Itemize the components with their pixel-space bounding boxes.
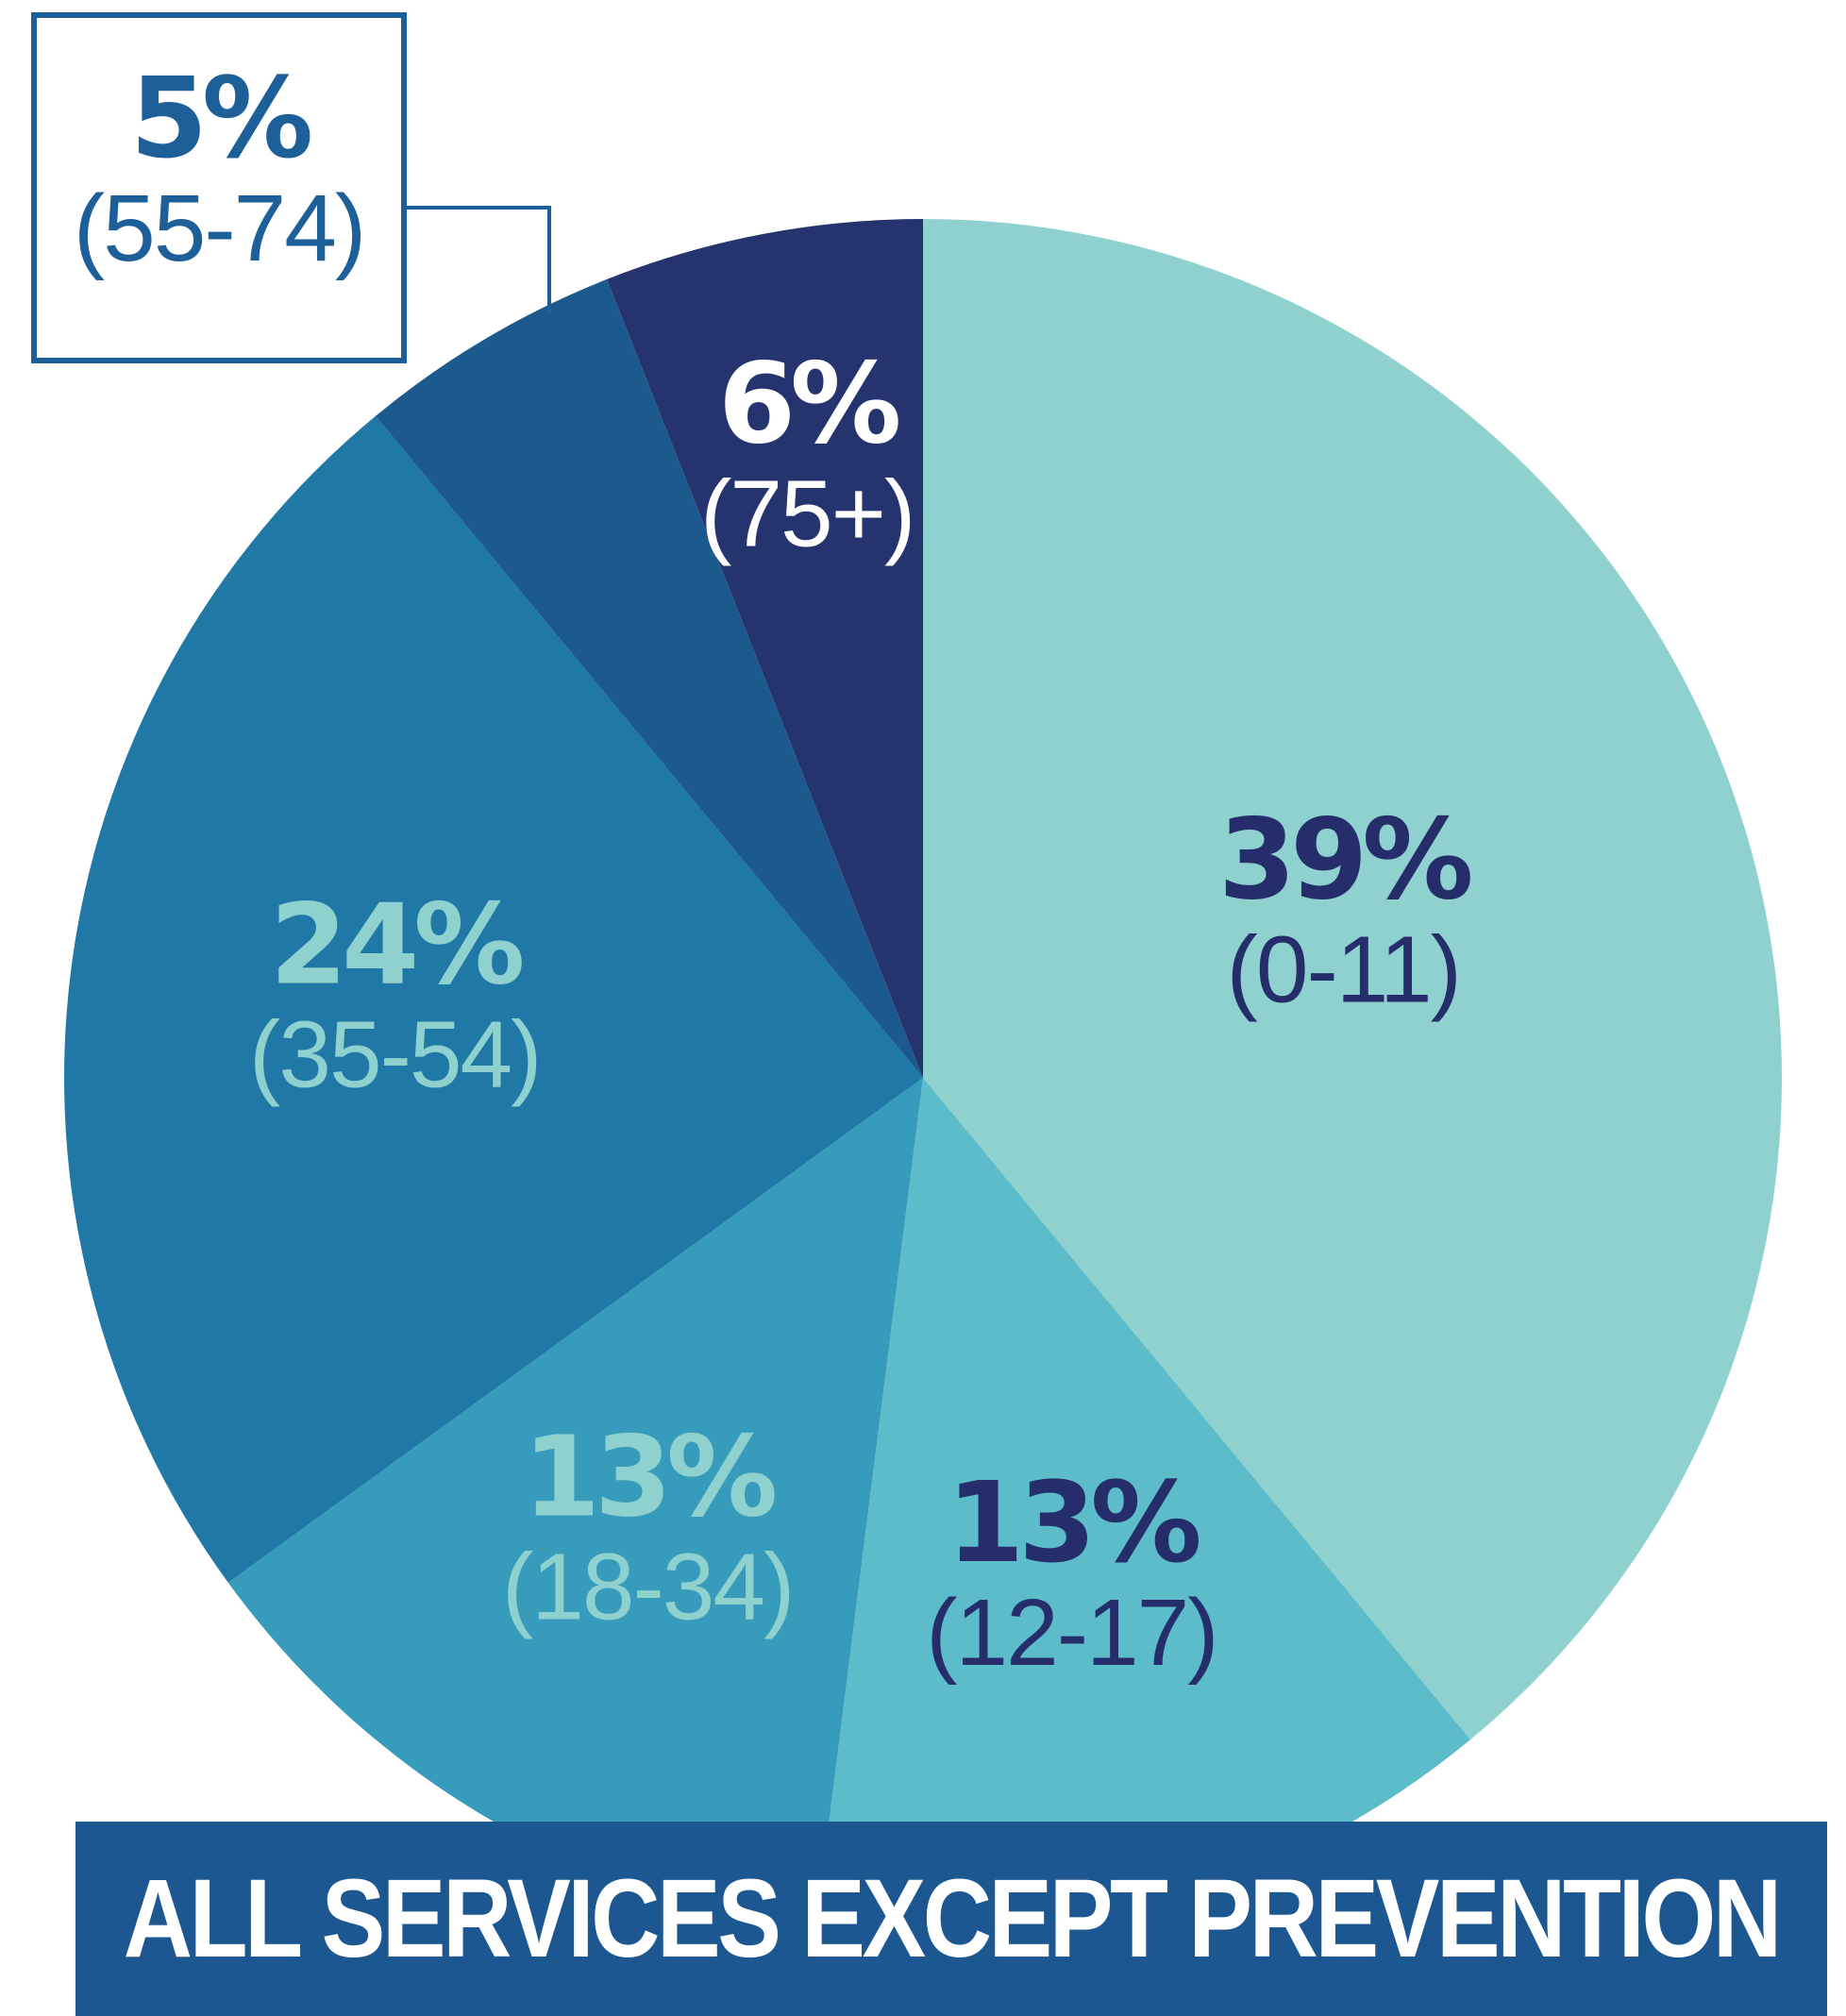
pie-slice-12-17: [814, 1078, 1471, 1937]
pie-slice-55-74: [375, 278, 923, 1078]
slice-category-label-55-74: (55-74): [74, 176, 364, 281]
pie-slice-35-54: [64, 415, 924, 1583]
callout-box-55-74: [31, 12, 407, 363]
slice-category-label-12-17: (12-17): [926, 1580, 1217, 1686]
slice-percent-label-18-34: 13%: [523, 1411, 775, 1541]
slice-percent-label-75: 6%: [718, 338, 898, 468]
slice-category-label-35-54: (35-54): [249, 1001, 540, 1107]
slice-category-label-0-11: (0-11): [1227, 917, 1460, 1023]
slice-category-label-18-34: (18-34): [502, 1534, 793, 1639]
slice-percent-label-12-17: 13%: [947, 1457, 1199, 1588]
pie-slice-0-11: [923, 219, 1782, 1740]
slice-category-label-75: (75+): [700, 461, 914, 566]
slice-percent-label-35-54: 24%: [270, 879, 522, 1009]
pie-slice-18-34: [227, 1078, 923, 1930]
slice-percent-label-0-11: 39%: [1218, 795, 1470, 925]
chart-title-banner: ALL SERVICES EXCEPT PREVENTION: [76, 1822, 1827, 2016]
callout-leader-line: [404, 206, 551, 313]
slice-percent-label-55-74: 5%: [130, 53, 310, 183]
chart-title: ALL SERVICES EXCEPT PREVENTION: [124, 1856, 1782, 1981]
pie-slice-75: [607, 219, 923, 1078]
